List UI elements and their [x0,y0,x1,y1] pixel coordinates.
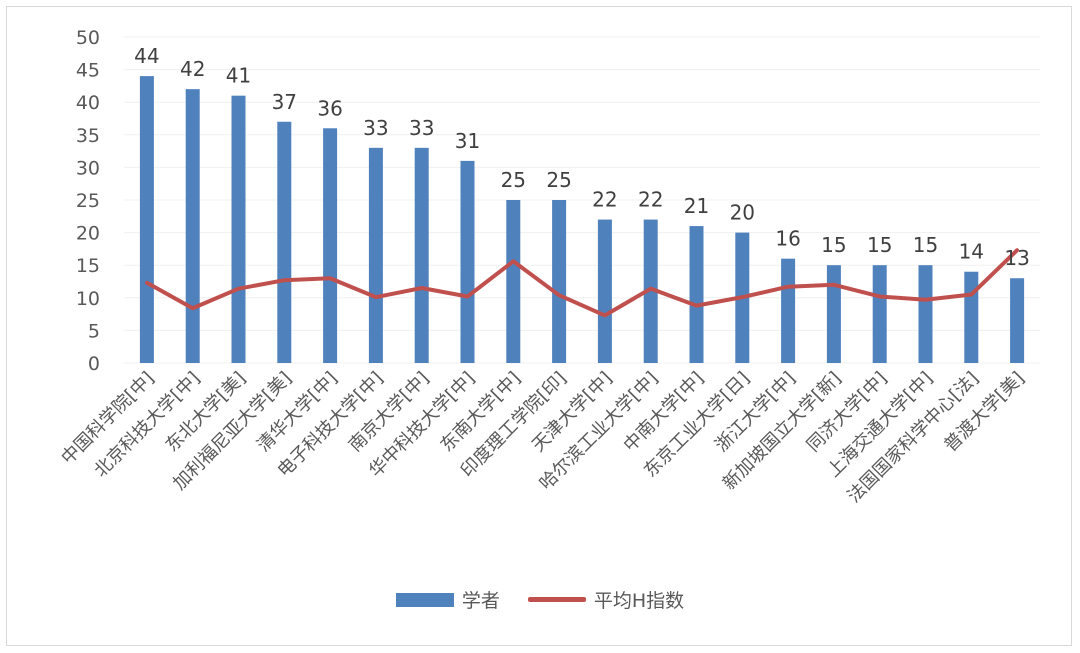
y-tick-label: 50 [76,27,100,49]
y-tick-label: 40 [76,92,100,114]
bar [689,226,704,363]
bar [368,147,383,363]
data-label: 37 [272,90,297,114]
legend-item-bar: 学者 [395,586,500,613]
legend-label-line: 平均H指数 [593,590,685,612]
data-label: 15 [867,233,892,257]
bar [139,76,154,364]
bar [643,219,658,363]
data-label: 20 [730,201,755,225]
bar [185,89,200,363]
bar [323,128,338,363]
y-tick-label: 0 [88,353,100,375]
data-label: 16 [775,227,800,251]
bar [597,219,612,363]
bar [781,258,796,363]
data-label: 15 [913,233,938,257]
y-tick-label: 35 [76,125,100,147]
data-label: 44 [134,44,159,68]
data-label: 25 [501,168,526,192]
data-label: 22 [638,188,663,212]
data-label: 33 [363,116,388,140]
bar [460,160,475,363]
bar [826,265,841,363]
y-tick-label: 45 [76,60,100,82]
y-tick-label: 20 [76,223,100,245]
bar [414,147,429,363]
data-label: 15 [821,233,846,257]
bar [918,265,933,363]
bar [277,121,292,363]
legend-swatch-bar [395,592,454,607]
data-label: 22 [592,188,617,212]
legend-item-line: 平均H指数 [527,586,685,613]
data-label: 31 [455,129,480,153]
bar [552,200,567,363]
y-tick-label: 30 [76,157,100,179]
data-label: 36 [317,96,342,120]
bar [506,200,521,363]
bar [964,271,979,363]
combo-chart: 0 5 10 15 20 25 30 35 40 45 50 44 42 41 37 36 33 33 31 25 2… [57,27,1040,507]
y-tick-label: 10 [76,288,100,310]
bar [231,95,246,364]
data-label: 21 [684,194,709,218]
chart-frame [6,6,1072,646]
data-label: 33 [409,116,434,140]
data-label: 13 [1004,246,1029,270]
legend-swatch-line [527,597,586,602]
data-label: 42 [180,57,205,81]
series-line [144,248,1020,318]
legend: 学者 平均H指数 [0,586,1080,613]
y-tick-label: 5 [88,320,100,342]
data-label: 25 [546,168,571,192]
legend-label-bar: 学者 [461,590,500,612]
y-tick-label: 15 [76,255,100,277]
data-label: 14 [959,240,984,264]
bar [1010,278,1025,363]
data-label: 41 [226,64,251,88]
bar [872,265,887,363]
y-tick-label: 25 [76,190,100,212]
